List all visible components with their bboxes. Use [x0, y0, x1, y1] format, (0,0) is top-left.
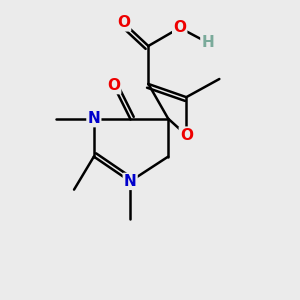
Text: O: O [107, 78, 120, 93]
Text: N: N [124, 174, 136, 189]
Text: N: N [88, 111, 100, 126]
Text: O: O [180, 128, 193, 142]
Text: O: O [117, 15, 130, 30]
Text: H: H [201, 35, 214, 50]
Text: O: O [173, 20, 186, 35]
